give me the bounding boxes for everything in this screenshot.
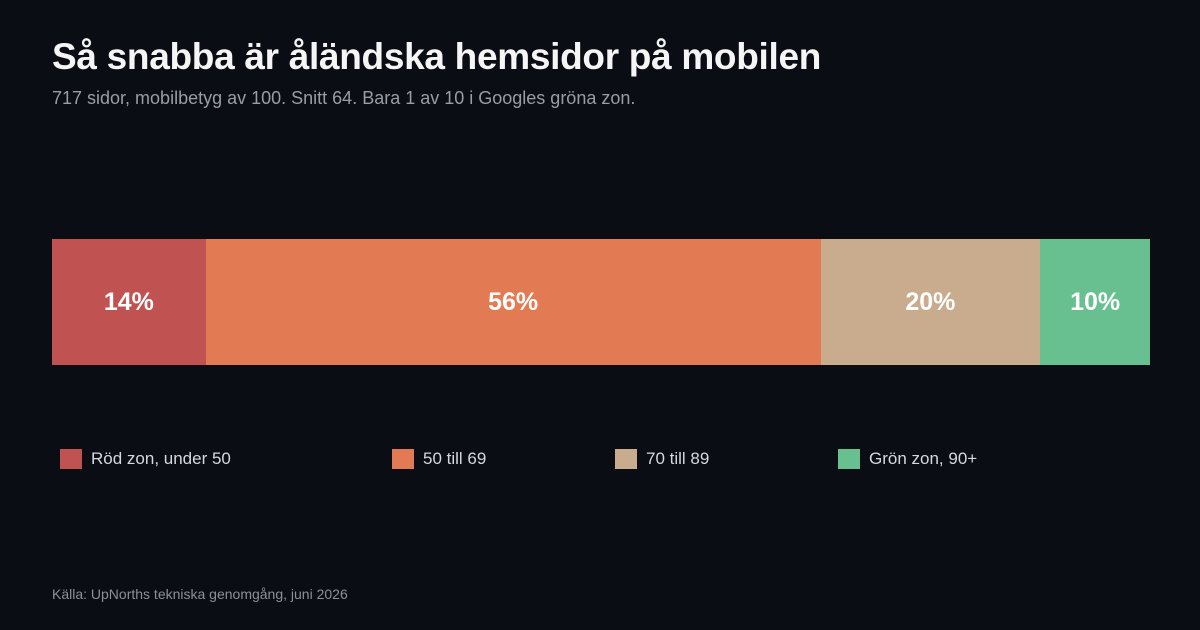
legend-label: Grön zon, 90+ [869, 449, 978, 468]
data-label-1: 14% [103, 287, 154, 316]
stacked-bar: 14% 56% 20% 10% [52, 239, 1150, 365]
legend-swatch [838, 449, 860, 469]
bar-segment-3: 20% [820, 239, 1041, 365]
data-label-3: 20% [905, 287, 956, 316]
legend-item-3: 70 till 89 [615, 449, 709, 469]
chart-subtitle: 717 sidor, mobilbetyg av 100. Snitt 64. … [52, 88, 636, 108]
legend-swatch [615, 449, 637, 469]
chart-title: Så snabba är åländska hemsidor på mobile… [52, 36, 822, 77]
legend-label: 70 till 89 [646, 449, 710, 468]
legend-item-2: 50 till 69 [392, 449, 486, 469]
bar-segment-4: 10% [1040, 239, 1150, 365]
bar-segment-1: 14% [52, 239, 206, 365]
legend: Röd zon, under 50 50 till 69 70 till 89 Grö… [0, 449, 1200, 471]
legend-label: 50 till 69 [423, 449, 487, 468]
legend-item-1: Röd zon, under 50 [60, 449, 231, 469]
source-note: Källa: UpNorths tekniska genomgång, juni… [52, 586, 348, 602]
legend-swatch [392, 449, 414, 469]
legend-label: Röd zon, under 50 [91, 449, 231, 468]
bar-segment-2: 56% [205, 239, 821, 365]
legend-swatch [60, 449, 82, 469]
data-label-4: 10% [1070, 287, 1121, 316]
data-label-2: 56% [488, 287, 539, 316]
legend-item-4: Grön zon, 90+ [838, 449, 977, 469]
